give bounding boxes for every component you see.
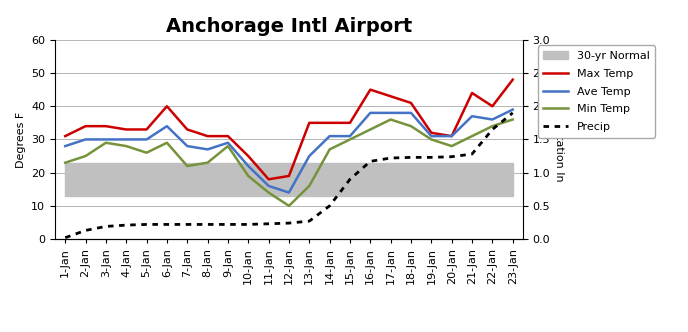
Legend: 30-yr Normal, Max Temp, Ave Temp, Min Temp, Precip: 30-yr Normal, Max Temp, Ave Temp, Min Te… bbox=[538, 45, 655, 138]
Y-axis label: Degrees F: Degrees F bbox=[16, 111, 25, 168]
Title: Anchorage Intl Airport: Anchorage Intl Airport bbox=[166, 17, 412, 36]
Y-axis label: Precipitation In: Precipitation In bbox=[555, 98, 564, 181]
